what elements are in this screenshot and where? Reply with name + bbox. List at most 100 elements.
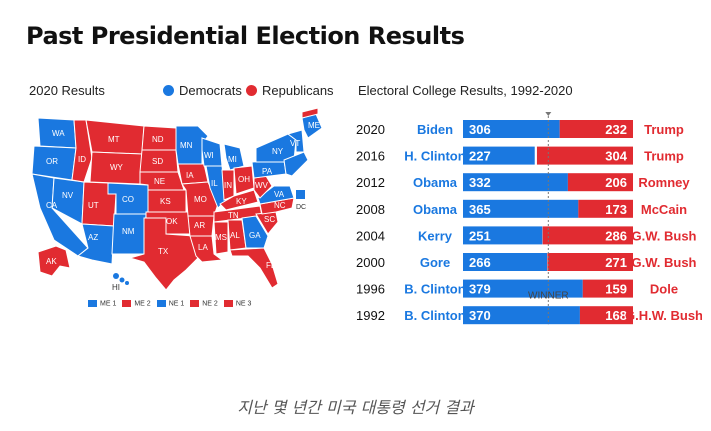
rep-value-label: 206 [605,175,627,190]
rep-candidate-label: Dole [650,282,678,297]
label-ut: UT [88,201,99,210]
label-al: AL [230,231,240,240]
rep-value-label: 173 [605,202,627,217]
democrats-dot-icon [163,85,174,96]
state-me-2 [301,108,319,119]
label-ar: AR [194,221,205,230]
district-legend-item: NE 3 [223,300,252,308]
label-tn: TN [228,211,239,220]
label-wy: WY [110,163,124,172]
rep-bar [542,226,633,245]
label-ny: NY [272,147,284,156]
dem-value-label: 365 [469,202,491,217]
district-legend-item: ME 1 [88,300,116,307]
label-ga: GA [249,231,261,240]
state-hi-3 [125,281,129,285]
label-ak: AK [46,257,57,266]
dem-value-label: 227 [469,149,491,164]
state-hi [113,273,119,279]
label-la: LA [198,243,208,252]
dem-candidate-label: B. Clinton [404,282,465,297]
district-legend-label: NE 2 [202,300,218,308]
district-legend-label: NE 3 [235,300,252,308]
label-fl: FL [266,261,276,270]
district-legend: ME 1 ME 2 NE 1 NE 2 NE 3 [88,300,251,307]
label-oh: OH [238,175,250,184]
year-label: 2004 [356,228,385,243]
rep-candidate-label: Romney [638,175,690,190]
district-swatch-icon [88,300,97,307]
state-ms [213,221,229,255]
label-tx: TX [158,247,169,256]
dem-candidate-label: Obama [413,175,458,190]
label-wv: WV [255,181,269,190]
label-wa: WA [52,129,65,138]
state-hi-2 [119,277,125,283]
label-in: IN [224,181,232,190]
label-ok: OK [166,217,178,226]
label-or: OR [46,157,58,166]
label-va: VA [274,190,285,199]
page-title: Past Presidential Election Results [26,22,465,50]
label-wi: WI [204,151,214,160]
state-la [189,235,224,263]
rep-value-label: 168 [605,308,627,323]
year-label: 2008 [356,202,385,217]
rep-value-label: 271 [605,255,627,270]
label-mn: MN [180,141,193,150]
district-legend-item: ME 2 [122,300,151,307]
state-ak [37,245,71,277]
republicans-dot-icon [246,85,257,96]
caption: 지난 몇 년간 미국 대통령 선거 결과 [237,398,474,417]
rep-value-label: 159 [605,282,627,297]
rep-bar [567,173,633,192]
label-ca: CA [46,201,58,210]
state-dc [296,190,305,199]
label-me: ME [308,121,320,130]
state-vt [286,129,305,153]
district-swatch-icon [223,300,233,307]
rep-candidate-label: Trump [644,122,684,137]
chart-subtitle: Electoral College Results, 1992-2020 [358,83,573,98]
year-label: 1992 [356,308,385,323]
label-ky: KY [236,197,247,206]
district-legend-label: NE 1 [168,300,185,308]
electoral-college-chart: 2020 Biden 306 232 Trump 2016 H. Clinton 227 304… [356,112,702,325]
district-legend-item: NE 1 [156,300,185,308]
dem-bar [463,120,560,138]
district-swatch-icon [122,300,132,307]
district-swatch-icon [190,300,200,307]
state-tx [128,217,199,291]
label-mi: MI [228,155,237,164]
label-dc: DC [296,204,306,211]
label-ia: IA [186,171,194,180]
label-nc: NC [274,201,286,210]
dem-bar [463,146,535,165]
dem-candidate-label: Kerry [418,228,453,243]
rep-bar [559,120,633,138]
label-ms: MS [215,233,227,242]
rep-value-label: 304 [605,149,627,164]
label-ne: NE [154,177,165,186]
legend-democrats: Democrats [163,83,242,98]
rep-candidate-label: McCain [641,202,687,217]
dem-value-label: 251 [469,228,491,243]
label-sc: SC [264,215,275,224]
rep-bar [582,279,633,298]
label-co: CO [122,195,134,204]
dem-bar [463,253,548,271]
rep-bar [579,306,633,325]
legend-democrats-label: Democrats [179,83,242,98]
rep-candidate-label: G.H.W. Bush [625,308,702,323]
dem-candidate-label: Biden [417,122,453,137]
dem-value-label: 332 [469,175,491,190]
rep-candidate-label: G.W. Bush [632,228,697,243]
dem-value-label: 370 [469,308,491,323]
dem-bar [463,279,583,298]
dem-bar [463,199,579,218]
year-label: 2012 [356,175,385,190]
dem-candidate-label: B. Clinton [404,308,465,323]
label-az: AZ [88,233,98,242]
year-label: 2016 [356,149,385,164]
label-id: ID [78,155,86,164]
